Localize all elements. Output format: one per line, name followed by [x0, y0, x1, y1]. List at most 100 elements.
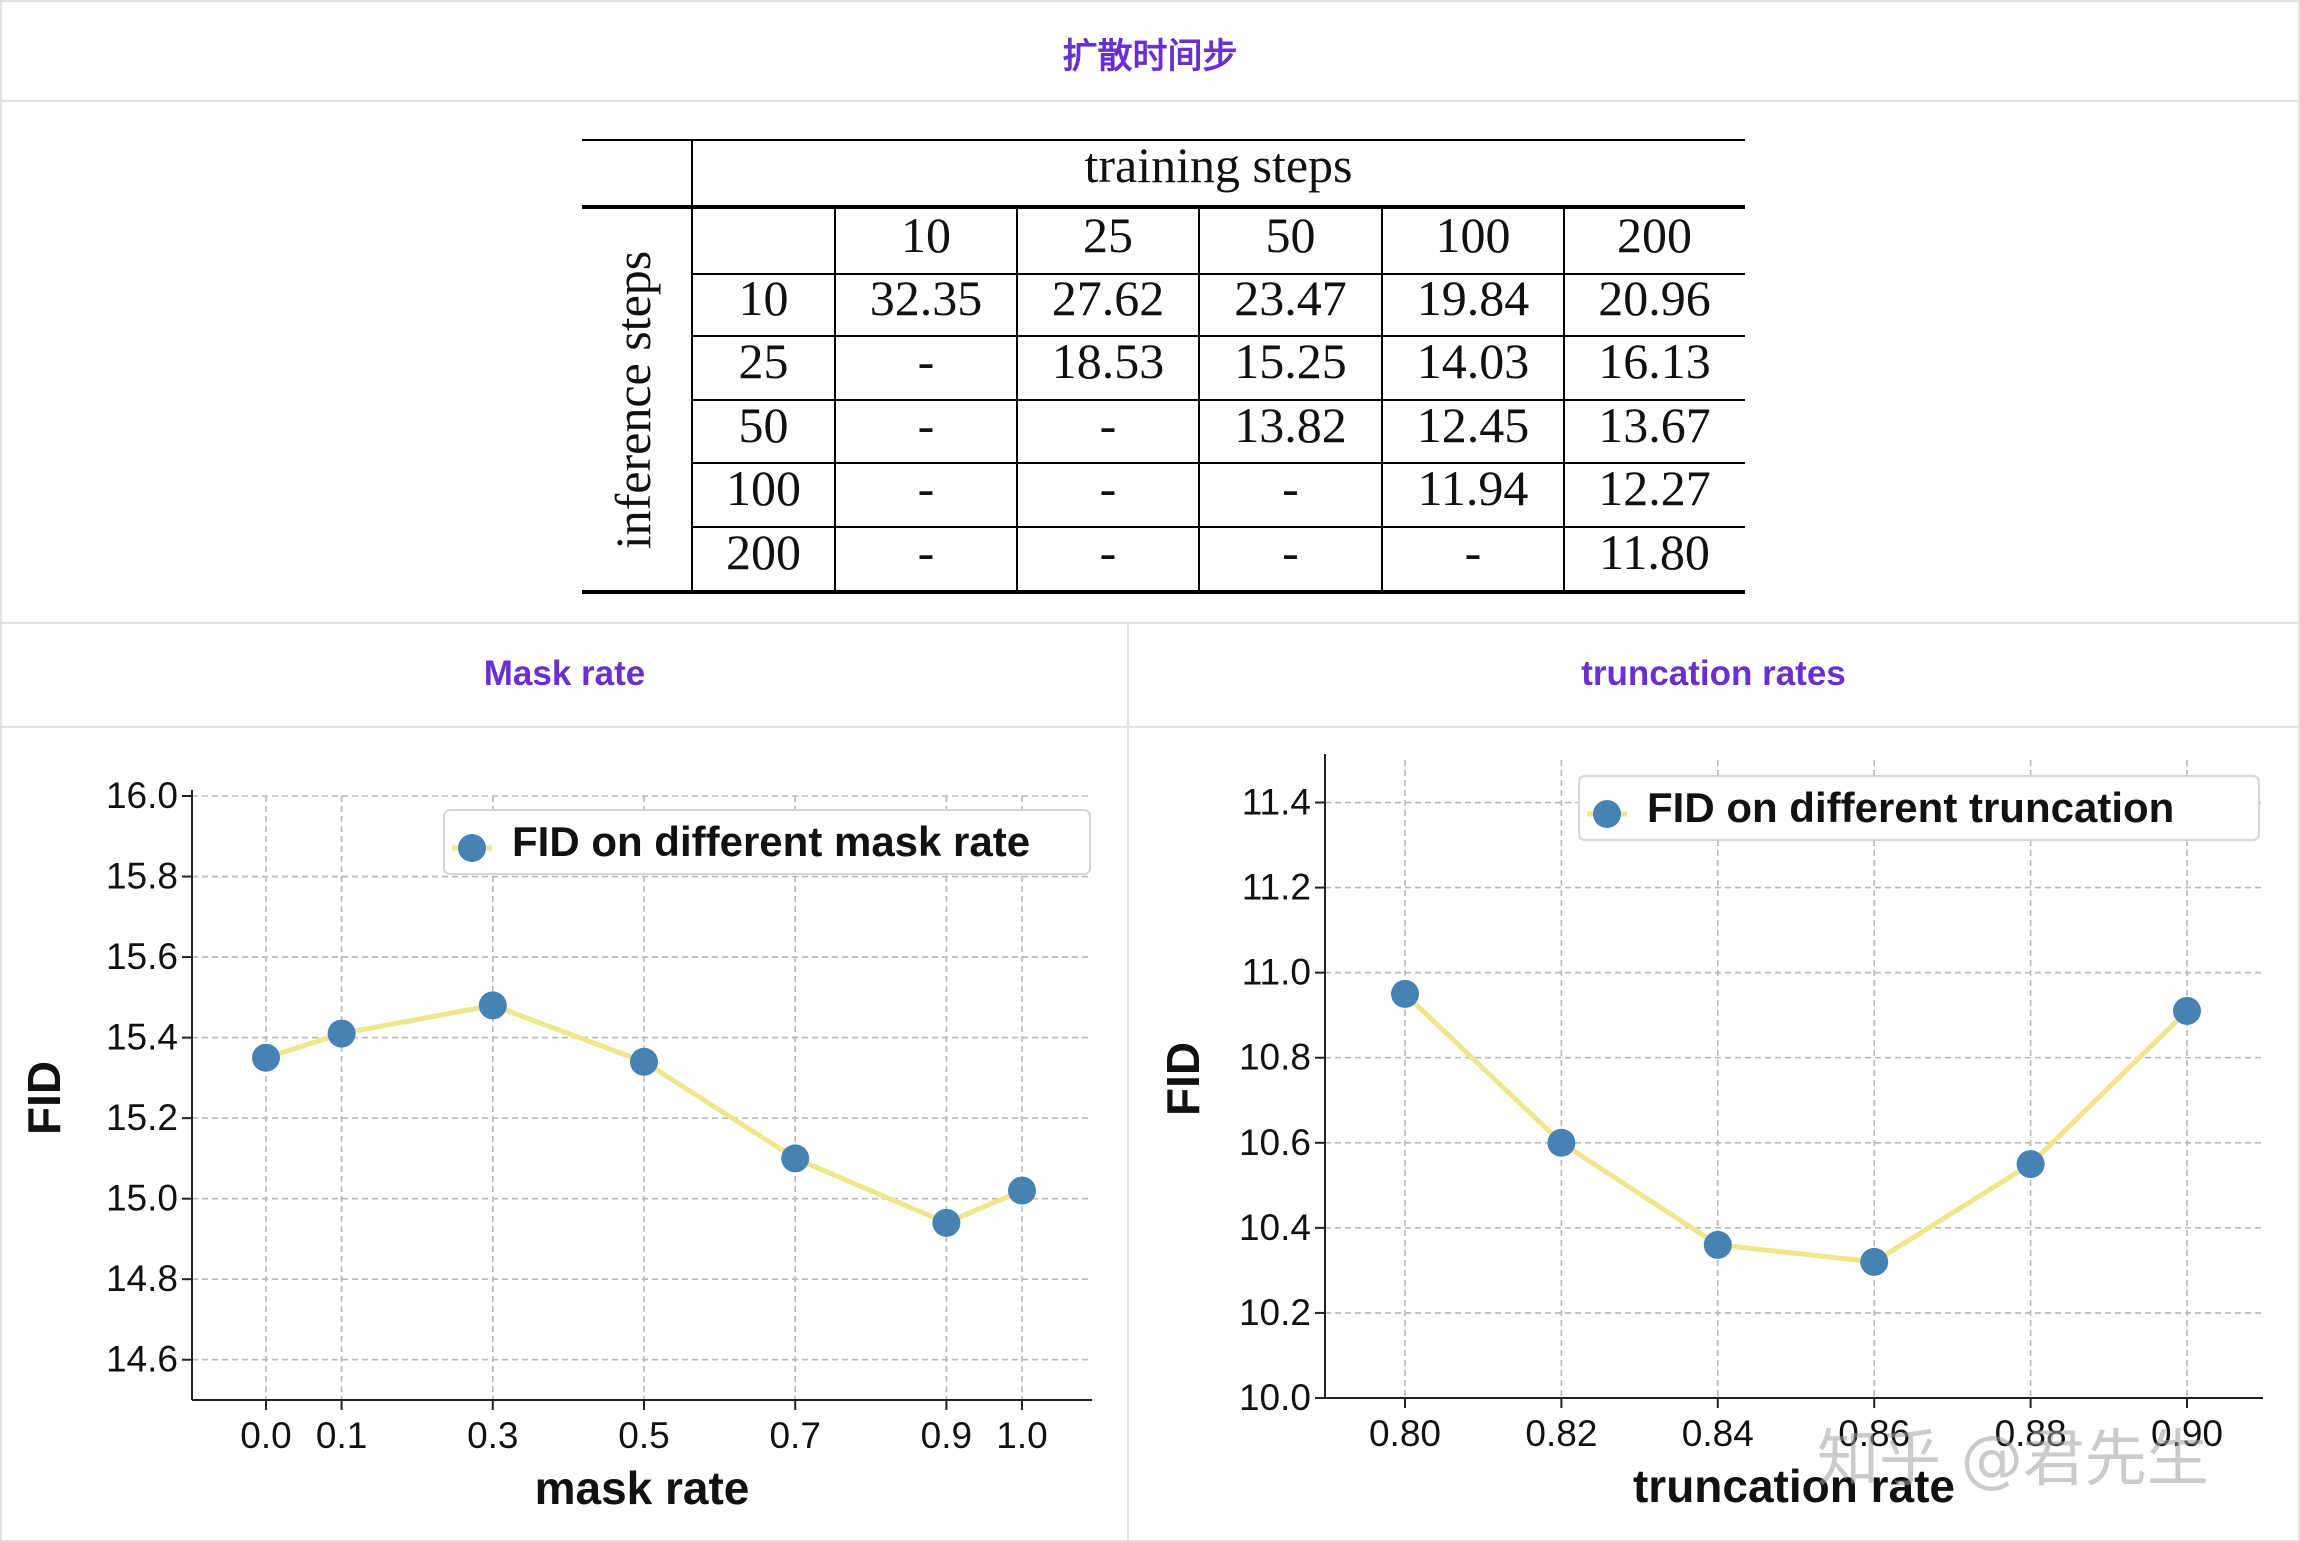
legend-marker: [458, 834, 486, 862]
table-cell-value: -: [1282, 460, 1299, 516]
data-point: [327, 1019, 356, 1048]
chart-cell-mask-rate: 14.6 14.8 15.0 15.2 15.4 15.6 15.8 16.0 0.0 0.1 0.…: [0, 726, 1129, 1542]
table-cell-value: 16.13: [1598, 333, 1711, 389]
axes: 10.0 10.2 10.4 10.6 10.8 11.0 11.2 11.4 0.80 0.82…: [1239, 754, 2263, 1454]
table-row-label: 200: [726, 524, 801, 580]
x-tick-label: 0.88: [1995, 1413, 2067, 1454]
table-cell-value: 14.03: [1417, 333, 1530, 389]
header-cell-mask-rate: Mask rate: [0, 622, 1129, 728]
table-cell-value: 15.25: [1234, 333, 1347, 389]
table-cell-value: -: [1282, 524, 1299, 580]
x-tick-label: 0.82: [1525, 1413, 1597, 1454]
table-row-label: 50: [739, 397, 789, 453]
table-row-label: 25: [739, 333, 789, 389]
y-tick-label: 15.2: [106, 1097, 178, 1138]
table-row-header: inference steps: [605, 251, 661, 549]
table-cell-value: -: [918, 460, 935, 516]
legend-box: [443, 809, 1091, 875]
x-tick-label: 0.0: [240, 1415, 291, 1456]
legend-label: FID on different truncation: [1647, 784, 2174, 831]
y-tick-label: 11.4: [1242, 782, 1311, 823]
y-tick-label: 10.6: [1239, 1122, 1311, 1163]
y-axis-label: FID: [18, 1061, 70, 1135]
data-point: [781, 1144, 810, 1173]
table-text: training steps inference steps 10 25 50 100 20…: [605, 137, 1711, 580]
table-cell-value: -: [1100, 460, 1117, 516]
x-tick-label: 0.84: [1682, 1413, 1754, 1454]
data-point: [478, 991, 507, 1020]
table-cell-value: 13.82: [1234, 397, 1347, 453]
steps-table: training steps inference steps 10 25 50 100 20…: [582, 137, 1745, 594]
data-point: [1703, 1230, 1732, 1259]
table-cell-value: 12.27: [1598, 460, 1711, 516]
y-tick-label: 14.8: [106, 1258, 178, 1299]
table-rules: [582, 139, 1745, 594]
y-tick-label: 11.0: [1242, 952, 1311, 993]
table-col-label: 25: [1083, 207, 1133, 263]
table-cell-value: 13.67: [1598, 397, 1711, 453]
data-point: [252, 1043, 280, 1072]
watermark: 知乎 @君先生: [1817, 1422, 2209, 1495]
table-cell-value: -: [918, 524, 935, 580]
grid: [1325, 760, 2263, 1399]
legend-marker: [1593, 800, 1621, 828]
x-tick-label: 0.7: [769, 1415, 820, 1456]
y-tick-label: 16.0: [106, 775, 178, 816]
table-col-label: 50: [1266, 207, 1316, 263]
data-point: [932, 1208, 961, 1237]
y-tick-label: 10.2: [1239, 1292, 1311, 1333]
x-tick-label: 1.0: [996, 1415, 1047, 1456]
table-cell-value: -: [918, 333, 935, 389]
grid: [192, 795, 1092, 1400]
x-axis-label: mask rate: [535, 1462, 750, 1514]
table-cell-value: 27.62: [1052, 270, 1165, 326]
mask-rate-chart: 14.6 14.8 15.0 15.2 15.4 15.6 15.8 16.0 0.0 0.1 0.…: [18, 775, 1092, 1514]
y-tick-label: 11.2: [1242, 867, 1311, 908]
y-tick-label: 10.8: [1239, 1037, 1311, 1078]
chart-cell-truncation: 10.0 10.2 10.4 10.6 10.8 11.0 11.2 11.4 0.80 0.82…: [1127, 726, 2300, 1542]
table-cell-value: 20.96: [1598, 270, 1711, 326]
table-cell-value: -: [1465, 524, 1482, 580]
data-point: [1008, 1176, 1036, 1205]
x-axis-label: truncation rate: [1633, 1460, 1955, 1512]
table-cell-value: 11.80: [1599, 524, 1710, 580]
section-title-diffusion-steps: 扩散时间步: [1062, 37, 1238, 76]
table-cell-value: -: [1100, 397, 1117, 453]
table-row-label: 10: [739, 270, 789, 326]
table-cell-value: -: [918, 397, 935, 453]
y-tick-label: 15.4: [106, 1017, 178, 1058]
x-tick-label: 0.80: [1369, 1413, 1441, 1454]
axes: 14.6 14.8 15.0 15.2 15.4 15.6 15.8 16.0 0.0 0.1 0.…: [106, 775, 1092, 1456]
truncation-rate-chart: 10.0 10.2 10.4 10.6 10.8 11.0 11.2 11.4 0.80 0.82…: [1157, 754, 2263, 1512]
table-cell-value: 12.45: [1417, 397, 1530, 453]
y-tick-label: 10.0: [1239, 1377, 1311, 1418]
x-tick-label: 0.9: [921, 1415, 972, 1456]
section-title-truncation-rates: truncation rates: [1581, 654, 1846, 693]
y-tick-label: 14.6: [106, 1339, 178, 1380]
data-point: [2016, 1150, 2045, 1179]
header-cell-top: 扩散时间步: [0, 0, 2300, 102]
y-tick-label: 10.4: [1239, 1207, 1311, 1248]
header-cell-truncation: truncation rates: [1127, 622, 2300, 728]
y-tick-label: 15.6: [106, 936, 178, 977]
table-col-label: 200: [1617, 207, 1692, 263]
y-axis-label: FID: [1157, 1042, 1209, 1116]
table-col-label: 100: [1436, 207, 1511, 263]
table-cell-value: -: [1100, 524, 1117, 580]
table-cell-value: 32.35: [870, 270, 983, 326]
table-col-label: 10: [901, 207, 951, 263]
series-line: [1403, 992, 2189, 1265]
legend: FID on different truncation: [1578, 775, 2260, 841]
table-col-header: training steps: [1084, 137, 1352, 193]
x-tick-label: 0.90: [2151, 1413, 2223, 1454]
table-row-label: 100: [726, 460, 801, 516]
table-cell-value: 23.47: [1234, 270, 1347, 326]
x-tick-label: 0.5: [618, 1415, 669, 1456]
data-point: [1860, 1247, 1889, 1276]
legend-label: FID on different mask rate: [512, 818, 1030, 865]
legend: FID on different mask rate: [443, 809, 1091, 875]
data-point: [1391, 979, 1419, 1008]
x-tick-label: 0.1: [316, 1415, 367, 1456]
data-point: [630, 1047, 658, 1076]
y-tick-label: 15.0: [106, 1178, 178, 1219]
